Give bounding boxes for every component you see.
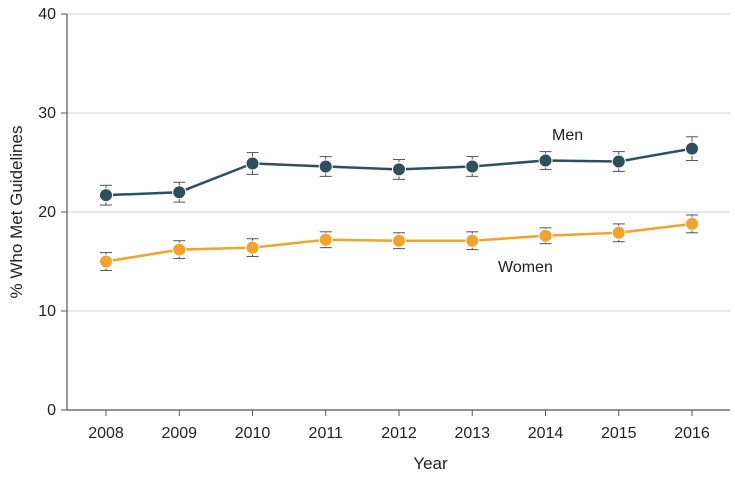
grid [67, 13, 730, 312]
x-tick-label: 2013 [454, 425, 490, 442]
data-point-men [245, 156, 260, 171]
data-point-women [392, 233, 406, 248]
series-label-men: Men [552, 127, 583, 144]
y-tick-label: 30 [38, 105, 56, 122]
data-point-women [465, 233, 480, 248]
data-point-women [245, 240, 260, 255]
data-point-women [99, 254, 113, 269]
tick-labels: 0 10 20 30 40 2008 2009 2010 2011 2012 2013 2014 201… [38, 6, 710, 442]
x-tick-label: 2014 [528, 425, 564, 442]
series-points [99, 141, 699, 269]
x-tick-label: 2016 [674, 425, 710, 442]
y-axis-title: % Who Met Guidelines [7, 126, 26, 299]
x-tick-label: 2012 [381, 425, 417, 442]
x-tick-label: 2011 [309, 425, 344, 442]
data-point-women [685, 216, 699, 231]
data-point-men [538, 153, 553, 168]
data-point-women [318, 232, 333, 247]
data-point-men [318, 159, 333, 174]
axes [61, 13, 730, 416]
x-axis-title: Year [413, 454, 448, 473]
y-tick-label: 20 [38, 204, 56, 221]
data-point-men [172, 185, 187, 200]
y-tick-label: 0 [47, 402, 56, 419]
x-tick-label: 2008 [88, 425, 124, 442]
data-point-women [172, 242, 187, 257]
series-label-women: Women [498, 259, 553, 276]
data-point-men [99, 188, 113, 203]
y-tick-label: 10 [38, 303, 56, 320]
data-point-women [611, 225, 626, 240]
data-point-women [538, 228, 553, 243]
x-tick-label: 2010 [235, 425, 271, 442]
x-tick-label: 2009 [161, 425, 197, 442]
data-point-men [685, 141, 699, 156]
data-point-men [465, 159, 480, 174]
x-tick-label: 2015 [601, 425, 637, 442]
data-point-men [392, 162, 406, 177]
y-tick-label: 40 [38, 6, 56, 23]
data-point-men [611, 154, 626, 169]
